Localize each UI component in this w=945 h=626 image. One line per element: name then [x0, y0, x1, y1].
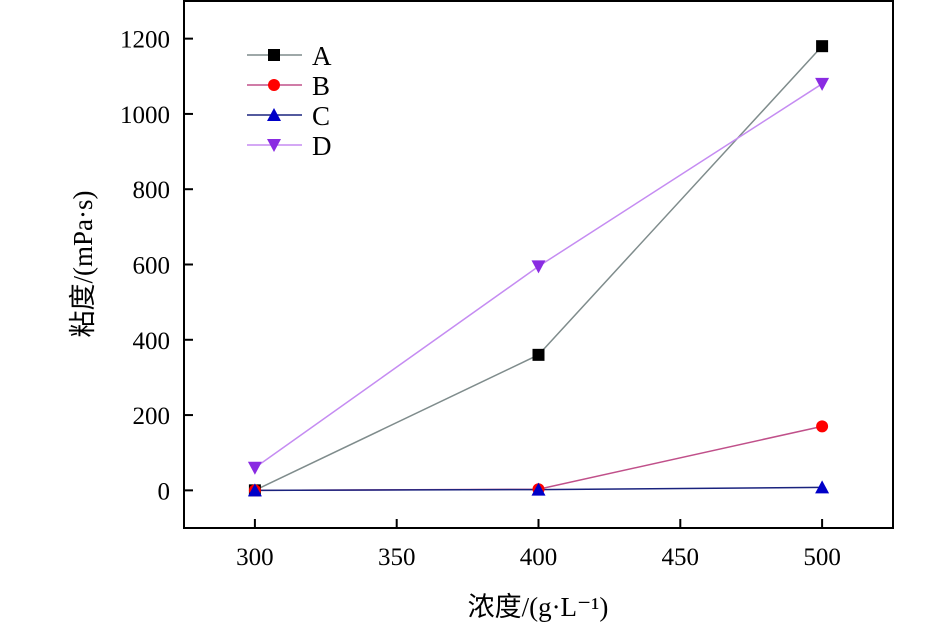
legend-label: B	[312, 71, 330, 101]
y-tick-label: 800	[133, 177, 171, 204]
plot-marks	[247, 40, 830, 497]
x-tick-label: 450	[662, 544, 700, 571]
data-point-A	[816, 40, 829, 53]
data-point-D	[247, 461, 262, 475]
data-point-C	[815, 480, 830, 494]
legend-label: C	[312, 101, 330, 131]
y-tick-label: 0	[158, 478, 171, 505]
y-tick-label: 1000	[120, 102, 170, 129]
legend-label: D	[312, 131, 332, 161]
series-line-D	[254, 83, 823, 469]
x-tick-label: 400	[520, 544, 558, 571]
x-axis-label: 浓度/(g·L⁻¹)	[468, 592, 609, 622]
legend-marker-A	[268, 49, 280, 61]
x-tick-label: 350	[378, 544, 416, 571]
y-tick-label: 600	[133, 253, 171, 280]
data-point-C	[531, 482, 546, 496]
data-point-D	[815, 77, 830, 91]
y-tick-label: 1200	[120, 27, 170, 54]
y-tick-label: 400	[133, 328, 171, 355]
x-tick-label: 500	[803, 544, 841, 571]
legend-label: A	[312, 41, 332, 71]
y-axis-label: 粘度/(mPa·s)	[68, 191, 98, 338]
data-point-D	[531, 260, 546, 274]
x-tick-label: 300	[236, 544, 274, 571]
data-point-B	[816, 420, 829, 433]
legend-marker-D	[267, 139, 281, 152]
axis-ticks: 300 350 400 450 500 0 200 400 600 800 1000 1200	[120, 27, 841, 571]
legend-marker-C	[267, 108, 281, 121]
legend-marker-B	[268, 79, 280, 91]
y-tick-label: 200	[133, 403, 171, 430]
data-point-A	[532, 348, 545, 361]
data-point-C	[247, 483, 262, 497]
series-line-B	[254, 425, 823, 492]
